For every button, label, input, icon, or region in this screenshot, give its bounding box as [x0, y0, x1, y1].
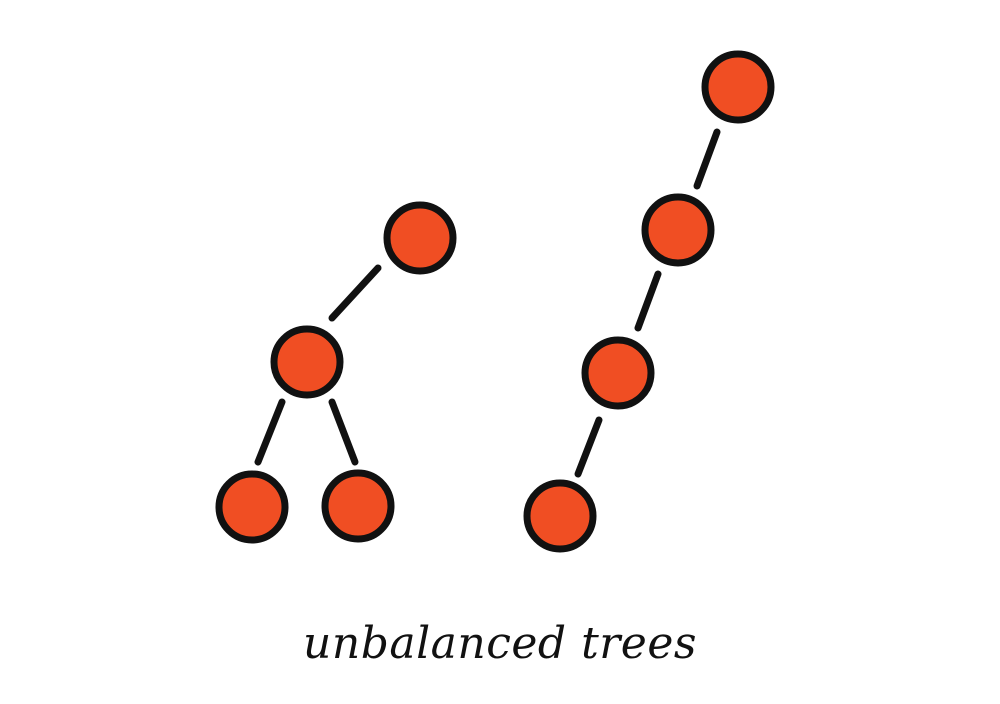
node-left-leaf-right — [321, 469, 395, 543]
edge-left-child-leafright — [328, 398, 359, 466]
node-right-n2 — [641, 193, 715, 267]
caption: unbalanced trees — [303, 618, 697, 669]
edge-right-n1-n2 — [693, 128, 721, 190]
edge-right-n3-n4 — [574, 416, 603, 478]
node-right-n4 — [523, 479, 597, 553]
node-left-root — [383, 201, 457, 275]
edge-left-child-leafleft — [254, 398, 286, 466]
node-left-leaf-left — [215, 470, 289, 544]
edge-right-n2-n3 — [634, 270, 662, 332]
edge-left-root-child — [328, 264, 382, 322]
node-right-n1 — [701, 50, 775, 124]
node-left-child — [270, 325, 344, 399]
node-right-n3 — [581, 336, 655, 410]
